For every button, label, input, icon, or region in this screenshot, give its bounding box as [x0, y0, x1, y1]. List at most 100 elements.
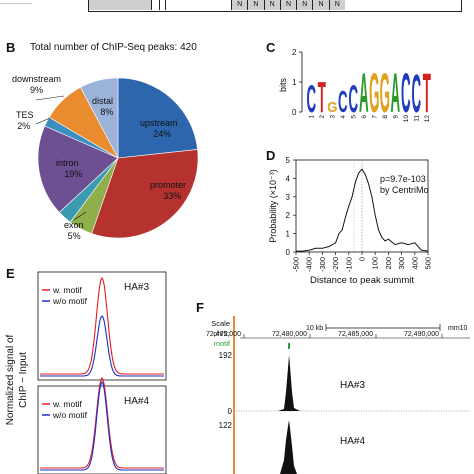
slice-distal — [80, 77, 119, 159]
logo-letter: T — [318, 73, 326, 122]
coord-label: 72,475,000 — [206, 331, 241, 338]
logo-ytick-label: 2 — [292, 48, 297, 57]
slice-promoter — [91, 149, 199, 239]
d-xtick-label: 400 — [410, 257, 419, 270]
logo-xtick-label: 5 — [350, 115, 357, 119]
d-xtick-label: -300 — [318, 257, 327, 272]
track1-min: 0 — [228, 407, 233, 416]
slice-upstream — [117, 77, 198, 159]
d-ytick-label: 4 — [286, 174, 291, 183]
leader-downstream — [35, 95, 65, 101]
leader-tes — [35, 117, 51, 125]
e-y-label-1: Normalized signal of — [5, 334, 16, 425]
slice-exon — [69, 157, 119, 234]
logo-letter: C — [338, 85, 348, 120]
e-panel-title-bottom: HA#4 — [124, 396, 149, 407]
track2-max: 122 — [219, 421, 233, 430]
scale-kb-label: 10 kb — [306, 325, 323, 332]
gray-domain — [89, 0, 152, 10]
track1-peak — [278, 355, 300, 411]
logo-xtick-label: 11 — [413, 115, 420, 122]
logo-xtick-label: 6 — [361, 115, 368, 119]
logo-letter: T — [423, 61, 431, 124]
logo-xtick-label: 8 — [382, 115, 389, 119]
legend-without-motif: w/o motif — [52, 410, 88, 420]
e-frame-bottom — [37, 385, 167, 474]
d-xtick-label: -100 — [344, 257, 353, 272]
legend-without-motif: w/o motif — [52, 296, 88, 306]
pie-pct-downstream: 9% — [30, 85, 43, 95]
logo-letter: C — [306, 79, 316, 122]
legend-with-motif: w. motif — [52, 285, 82, 295]
pie-label-promoter: promoter — [150, 180, 186, 190]
pie-label-upstream: upstream — [140, 118, 178, 128]
d-annot-p: p=9.7e-103 — [380, 174, 426, 184]
d-ytick-label: 2 — [286, 211, 291, 220]
repeat-box: N — [263, 0, 280, 10]
logo-letter: G — [380, 61, 390, 124]
d-annot-by: by CentriMo — [380, 185, 429, 195]
white-domain — [159, 0, 166, 10]
line-with-motif-bottom — [40, 376, 164, 469]
slice-unlabeled — [58, 157, 119, 223]
slice-intron — [37, 125, 119, 213]
logo-xtick-label: 4 — [340, 115, 347, 119]
panel-a-left-label: ————— — [0, 0, 33, 7]
pie-label-exon: exon — [64, 220, 84, 230]
d-xtick-label: 300 — [397, 257, 406, 270]
d-ytick-label: 5 — [286, 156, 291, 165]
logo-xtick-label: 7 — [371, 115, 378, 119]
logo-letter: C — [348, 79, 358, 122]
pie-label-intron: intron — [56, 158, 79, 168]
pie-label-tes: TES — [16, 110, 34, 120]
repeat-box: N — [312, 0, 328, 10]
motif-track-label: motif — [214, 339, 231, 348]
plot-frame — [295, 159, 429, 253]
pie-label-distal: distal — [92, 96, 113, 106]
genome-label: mm10 — [448, 325, 468, 332]
logo-ytick-label: 0 — [292, 108, 297, 117]
e-panel-title-top: HA#3 — [124, 282, 149, 293]
repeat-box: N — [231, 0, 247, 10]
d-xtick-label: 0 — [358, 257, 367, 261]
d-xtick-label: 200 — [384, 257, 393, 270]
logo-xtick-label: 10 — [403, 115, 410, 123]
logo-letter: A — [359, 61, 369, 124]
e-frame-top — [37, 271, 167, 381]
d-xtick-label: 100 — [371, 257, 380, 270]
d-ytick-label: 0 — [286, 248, 291, 257]
repeat-box: N — [296, 0, 312, 10]
panel-letter-d: D — [266, 148, 276, 163]
chrom-label: chr2: — [213, 329, 230, 338]
panel-letter-b: B — [6, 40, 16, 55]
track1-name: HA#3 — [340, 380, 365, 391]
e-y-label-2: ChIP − Input — [18, 352, 29, 408]
leader-exon — [73, 211, 87, 221]
d-xtick-label: 500 — [424, 257, 433, 270]
d-y-label: Probability (×10⁻³) — [268, 169, 278, 243]
d-ytick-label: 3 — [286, 193, 291, 202]
legend-with-motif: w. motif — [52, 399, 82, 409]
repeat-box: N — [279, 0, 296, 10]
track1-max: 192 — [219, 351, 233, 360]
logo-letter: G — [327, 98, 337, 115]
line-without-motif-top — [40, 315, 164, 377]
pie-label-downstream: downstream — [12, 74, 61, 84]
repeat-box: N — [247, 0, 263, 10]
track2-peak — [280, 420, 297, 474]
line-without-motif-bottom — [40, 380, 164, 471]
pie-pct-distal: 8% — [100, 107, 113, 117]
coord-label: 72,490,000 — [404, 331, 439, 338]
logo-xtick-label: 9 — [392, 115, 399, 119]
coord-label: 72,485,000 — [338, 331, 373, 338]
motif-mark — [288, 343, 290, 349]
logo-xtick-label: 12 — [424, 115, 431, 123]
probability-line — [296, 168, 429, 252]
repeat-box: N — [328, 0, 345, 10]
